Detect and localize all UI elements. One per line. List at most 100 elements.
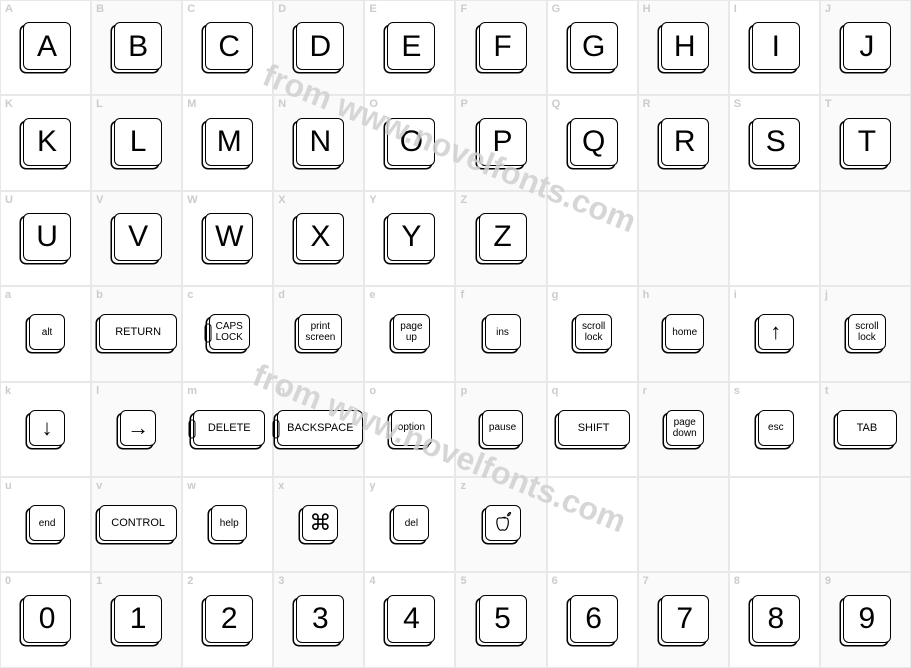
- cell-label: v: [96, 480, 102, 492]
- arrow-icon: ↑: [770, 320, 781, 344]
- grid-cell: 00: [0, 572, 91, 667]
- arrow-icon: →: [127, 416, 149, 440]
- keycap-text: SHIFT: [578, 422, 610, 434]
- cell-label: l: [96, 385, 99, 397]
- keycap: RETURN: [99, 314, 177, 350]
- keycap-text: L: [130, 125, 147, 158]
- grid-cell: sesc: [729, 382, 820, 477]
- keycap-text: page down: [673, 417, 697, 439]
- grid-cell: mDELETE: [182, 382, 273, 477]
- cell-label: w: [187, 480, 196, 492]
- grid-cell: XX: [273, 191, 364, 286]
- keycap-text: N: [309, 125, 331, 158]
- cell-label: b: [96, 289, 103, 301]
- grid-cell: GG: [547, 0, 638, 95]
- grid-cell: JJ: [820, 0, 911, 95]
- cell-label: D: [278, 3, 286, 15]
- grid-cell: [729, 477, 820, 572]
- cell-label: u: [5, 480, 12, 492]
- grid-cell: k↓: [0, 382, 91, 477]
- cell-label: S: [734, 98, 741, 110]
- cell-label: 3: [278, 575, 284, 587]
- keycap: M: [205, 118, 253, 166]
- keycap-text: K: [37, 125, 57, 158]
- keycap-text: V: [128, 220, 148, 253]
- keycap: I: [752, 22, 800, 70]
- keycap: ⌘: [302, 505, 338, 541]
- keycap-text: Z: [493, 220, 511, 253]
- grid-cell: II: [729, 0, 820, 95]
- grid-cell: nBACKSPACE: [273, 382, 364, 477]
- grid-cell: PP: [455, 95, 546, 190]
- grid-cell: tTAB: [820, 382, 911, 477]
- cell-label: I: [734, 3, 737, 15]
- grid-cell: KK: [0, 95, 91, 190]
- keycap-text: U: [36, 220, 58, 253]
- keycap-text: 4: [403, 602, 420, 635]
- keycap: →: [120, 410, 156, 446]
- keycap: R: [661, 118, 709, 166]
- cell-label: T: [825, 98, 832, 110]
- keycap-text: CONTROL: [111, 517, 165, 529]
- keycap: ↓: [29, 410, 65, 446]
- keycap-text: W: [215, 220, 243, 253]
- cell-label: C: [187, 3, 195, 15]
- keycap-text: Q: [582, 125, 605, 158]
- cell-label: 7: [643, 575, 649, 587]
- keycap-text: O: [400, 125, 423, 158]
- grid-cell: EE: [364, 0, 455, 95]
- grid-cell: b RETURN: [91, 286, 182, 381]
- grid-cell: 55: [455, 572, 546, 667]
- grid-cell: ooption: [364, 382, 455, 477]
- grid-cell: i↑: [729, 286, 820, 381]
- keycap-text: X: [310, 220, 330, 253]
- keycap-text: 6: [585, 602, 602, 635]
- cell-label: Y: [369, 194, 376, 206]
- grid-cell: SS: [729, 95, 820, 190]
- keycap: G: [570, 22, 618, 70]
- cell-label: q: [552, 385, 559, 397]
- keycap: V: [114, 213, 162, 261]
- keycap: S: [752, 118, 800, 166]
- cell-label: j: [825, 289, 828, 301]
- keycap: pause: [482, 410, 523, 446]
- cell-label: N: [278, 98, 286, 110]
- keycap: CONTROL: [99, 505, 177, 541]
- keycap: [485, 505, 521, 541]
- keycap: 4: [387, 595, 435, 643]
- cell-label: J: [825, 3, 831, 15]
- keycap: alt: [29, 314, 65, 350]
- grid-cell: aalt: [0, 286, 91, 381]
- keycap-text: scroll lock: [855, 321, 878, 343]
- keycap-text: Y: [401, 220, 421, 253]
- grid-cell: 77: [638, 572, 729, 667]
- keycap-text: R: [674, 125, 696, 158]
- grid-cell: [638, 191, 729, 286]
- grid-cell: 44: [364, 572, 455, 667]
- cell-label: E: [369, 3, 376, 15]
- grid-cell: WW: [182, 191, 273, 286]
- cell-label: 2: [187, 575, 193, 587]
- keycap: 7: [661, 595, 709, 643]
- keycap: 9: [843, 595, 891, 643]
- keycap-text: CAPS LOCK: [216, 321, 243, 343]
- cell-label: O: [369, 98, 378, 110]
- cell-label: 9: [825, 575, 831, 587]
- keycap-text: option: [398, 422, 425, 433]
- cell-label: L: [96, 98, 103, 110]
- keycap-text: home: [672, 327, 697, 338]
- grid-cell: CC: [182, 0, 273, 95]
- keycap-text: RETURN: [115, 326, 161, 338]
- keycap-text: BACKSPACE: [287, 422, 353, 434]
- cell-label: k: [5, 385, 11, 397]
- keycap: E: [387, 22, 435, 70]
- cell-label: 6: [552, 575, 558, 587]
- glyph-grid: AABBCCDDEEFFGGHHIIJJKKLLMMNNOOPPQQRRSSTT…: [0, 0, 911, 668]
- cell-label: B: [96, 3, 104, 15]
- keycap-text: 3: [312, 602, 329, 635]
- grid-cell: epage up: [364, 286, 455, 381]
- cell-label: h: [643, 289, 650, 301]
- keycap: scroll lock: [575, 314, 612, 350]
- grid-cell: 22: [182, 572, 273, 667]
- grid-cell: cCAPS LOCK: [182, 286, 273, 381]
